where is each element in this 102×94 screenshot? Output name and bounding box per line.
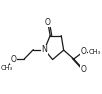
Text: CH₃: CH₃ <box>0 65 12 71</box>
Text: O: O <box>11 55 17 64</box>
Text: CH₃: CH₃ <box>89 49 101 55</box>
Text: N: N <box>42 45 47 54</box>
Text: O: O <box>80 65 86 74</box>
Text: O: O <box>80 47 86 56</box>
Text: O: O <box>45 18 51 27</box>
